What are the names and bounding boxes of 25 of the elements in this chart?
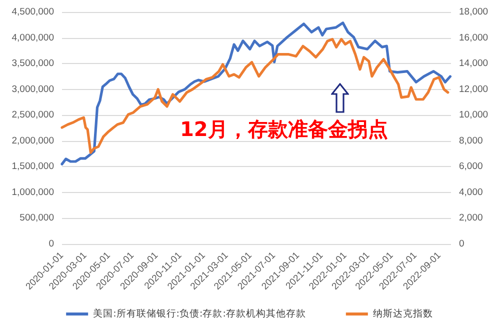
y2-tick-label: 8,000 xyxy=(459,135,483,146)
legend-label: 纳斯达克指数 xyxy=(372,308,433,320)
y2-tick-label: 0 xyxy=(459,238,464,250)
annotation: 12月，存款准备金拐点 xyxy=(180,116,388,143)
line-series xyxy=(60,22,452,166)
y-tick-label: 3,500,000 xyxy=(12,58,54,70)
y2-tick-label: 4,000 xyxy=(459,186,483,198)
y-tick-label: 1,000,000 xyxy=(12,186,54,198)
y-tick-label: 3,000,000 xyxy=(12,84,54,95)
y-tick-label: 2,000,000 xyxy=(12,135,54,146)
y2-tick-label: 14,000 xyxy=(459,58,488,70)
y-tick-label: 500,000 xyxy=(20,212,54,224)
y2-tick-label: 18,000 xyxy=(459,6,488,18)
line-series xyxy=(60,38,450,154)
legend-label: 美国:所有联储银行:负债:存款:存款机构其他存款 xyxy=(93,308,306,320)
y2-tick-label: 2,000 xyxy=(459,212,483,224)
y2-tick-label: 12,000 xyxy=(459,84,488,95)
y-tick-label: 2,500,000 xyxy=(12,110,54,121)
y2-tick-label: 6,000 xyxy=(459,161,483,172)
y-tick-label: 0 xyxy=(48,238,54,250)
y2-tick-label: 16,000 xyxy=(459,32,488,44)
y-tick-label: 1,500,000 xyxy=(12,161,54,172)
y-tick-label: 4,000,000 xyxy=(12,32,54,44)
y2-tick-label: 10,000 xyxy=(459,110,488,121)
y-tick-label: 4,500,000 xyxy=(12,6,54,18)
